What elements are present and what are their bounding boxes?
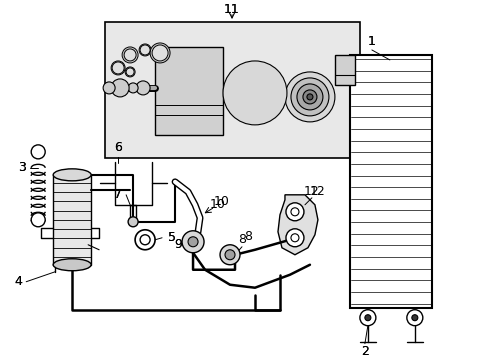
Bar: [105, 22, 359, 158]
Circle shape: [285, 229, 304, 247]
Circle shape: [122, 47, 138, 63]
Text: 9: 9: [174, 238, 182, 251]
Circle shape: [112, 62, 124, 74]
Text: 6: 6: [114, 141, 122, 154]
Bar: [155, 47, 223, 135]
Circle shape: [411, 315, 417, 321]
Text: 11: 11: [224, 4, 240, 17]
Circle shape: [359, 310, 375, 326]
Circle shape: [296, 84, 322, 110]
Circle shape: [125, 67, 135, 77]
Circle shape: [150, 43, 170, 63]
Circle shape: [140, 235, 150, 245]
Circle shape: [285, 203, 304, 221]
Circle shape: [224, 250, 235, 260]
Text: 10: 10: [214, 195, 229, 208]
Circle shape: [303, 90, 316, 104]
Circle shape: [128, 217, 138, 227]
Circle shape: [126, 68, 134, 76]
Circle shape: [111, 79, 129, 97]
Circle shape: [124, 49, 136, 61]
Text: 6: 6: [114, 141, 122, 154]
Circle shape: [364, 315, 370, 321]
Circle shape: [128, 83, 138, 93]
Circle shape: [111, 61, 125, 75]
Text: 8: 8: [244, 230, 251, 243]
Text: 10: 10: [210, 198, 225, 211]
Bar: [53, 175, 91, 265]
Circle shape: [140, 45, 150, 55]
Circle shape: [223, 61, 286, 125]
Text: 5: 5: [168, 231, 176, 244]
Circle shape: [135, 230, 155, 250]
Text: 5: 5: [168, 231, 176, 244]
Text: 8: 8: [238, 233, 245, 246]
Polygon shape: [277, 195, 317, 255]
Text: 11: 11: [224, 4, 240, 17]
Text: 2: 2: [360, 345, 368, 358]
Circle shape: [220, 245, 240, 265]
Circle shape: [306, 94, 312, 100]
Text: 12: 12: [304, 185, 319, 198]
Text: 2: 2: [360, 345, 368, 358]
Text: 7: 7: [114, 188, 122, 201]
Circle shape: [229, 68, 280, 118]
Text: 7: 7: [114, 188, 122, 201]
Circle shape: [249, 88, 260, 98]
Circle shape: [237, 75, 272, 111]
Circle shape: [31, 145, 45, 159]
Circle shape: [136, 81, 150, 95]
Text: 12: 12: [309, 185, 325, 198]
Circle shape: [188, 237, 198, 247]
Text: 4: 4: [14, 275, 22, 288]
Circle shape: [152, 45, 168, 61]
Bar: [334, 55, 354, 85]
Text: 9: 9: [174, 238, 182, 251]
Circle shape: [406, 310, 422, 326]
Circle shape: [290, 234, 298, 242]
Circle shape: [290, 208, 298, 216]
Text: 3: 3: [18, 161, 26, 174]
Text: 3: 3: [18, 161, 26, 174]
Ellipse shape: [53, 169, 91, 181]
Circle shape: [31, 213, 45, 227]
Circle shape: [139, 44, 151, 56]
Circle shape: [244, 82, 265, 104]
Ellipse shape: [53, 259, 91, 271]
Circle shape: [103, 82, 115, 94]
Text: 1: 1: [367, 36, 375, 49]
Text: 4: 4: [14, 275, 22, 288]
Circle shape: [285, 72, 334, 122]
Text: 1: 1: [367, 36, 375, 49]
Circle shape: [290, 78, 328, 116]
Circle shape: [182, 231, 203, 253]
Bar: [349, 55, 431, 308]
